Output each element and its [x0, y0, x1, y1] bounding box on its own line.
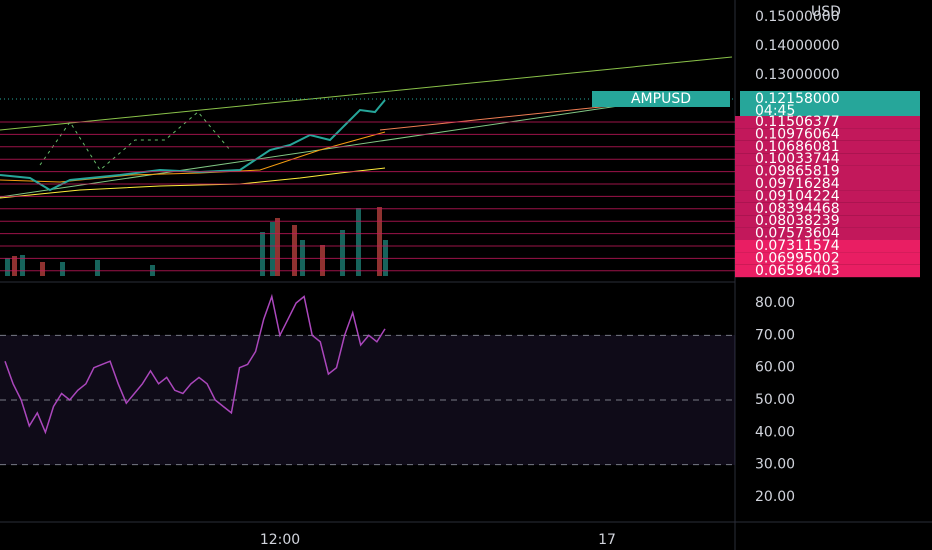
price-path — [0, 99, 386, 192]
rsi-axis-label: 60.00 — [755, 360, 795, 376]
trendline-upper — [0, 56, 733, 131]
level-tag — [735, 264, 920, 278]
rsi-axis-label: 20.00 — [755, 489, 795, 505]
price-axis-label: 0.15000000 — [755, 9, 840, 25]
level-tag — [735, 227, 920, 240]
level-label: 0.07311574 — [755, 238, 840, 254]
symbol-tag — [592, 91, 730, 107]
level-label: 0.11506377 — [755, 114, 840, 130]
trendline-orange — [379, 105, 611, 131]
level-tag — [735, 178, 920, 191]
zigzag — [39, 111, 231, 171]
volume-down — [12, 207, 382, 276]
level-tag — [735, 116, 920, 129]
symbol-label: AMPUSD — [631, 91, 691, 107]
level-label: 0.06995002 — [755, 250, 840, 266]
level-label: 0.10976064 — [755, 126, 840, 142]
rsi-line — [4, 293, 386, 435]
level-label: 0.09716284 — [755, 176, 840, 192]
level-tag — [735, 140, 920, 154]
currency-label[interactable]: USD — [811, 4, 841, 20]
level-label: 0.09865819 — [755, 164, 840, 180]
time-label: 12:00 — [260, 532, 300, 548]
rsi-axis-label: 50.00 — [755, 392, 795, 408]
level-tag — [735, 165, 920, 178]
level-label: 0.08394468 — [755, 201, 840, 217]
current-price: 0.12158000 — [755, 91, 840, 107]
level-label: 0.10686081 — [755, 139, 840, 155]
level-tag — [735, 190, 920, 203]
level-label: 0.06596403 — [755, 263, 840, 279]
price-axis-label: 0.13000000 — [755, 67, 840, 83]
rsi-axis-label: 70.00 — [755, 327, 795, 343]
price-axis-label: 0.14000000 — [755, 38, 840, 54]
level-tag — [735, 153, 920, 166]
price-tag — [740, 91, 920, 117]
level-tag — [735, 128, 920, 141]
level-tag — [735, 252, 920, 265]
level-label: 0.10033744 — [755, 151, 840, 167]
rsi-axis-label: 80.00 — [755, 295, 795, 311]
level-tag — [735, 215, 920, 228]
time-label: 17 — [598, 532, 616, 548]
countdown: 04:45 — [755, 103, 795, 119]
rsi-axis-label: 30.00 — [755, 457, 795, 473]
level-tag — [735, 202, 920, 216]
level-label: 0.08038239 — [755, 213, 840, 229]
level-label: 0.09104224 — [755, 188, 840, 204]
rsi-axis-label: 40.00 — [755, 424, 795, 440]
trendline-lower — [0, 103, 633, 198]
level-label: 0.07573604 — [755, 226, 840, 242]
level-tag — [735, 240, 920, 253]
